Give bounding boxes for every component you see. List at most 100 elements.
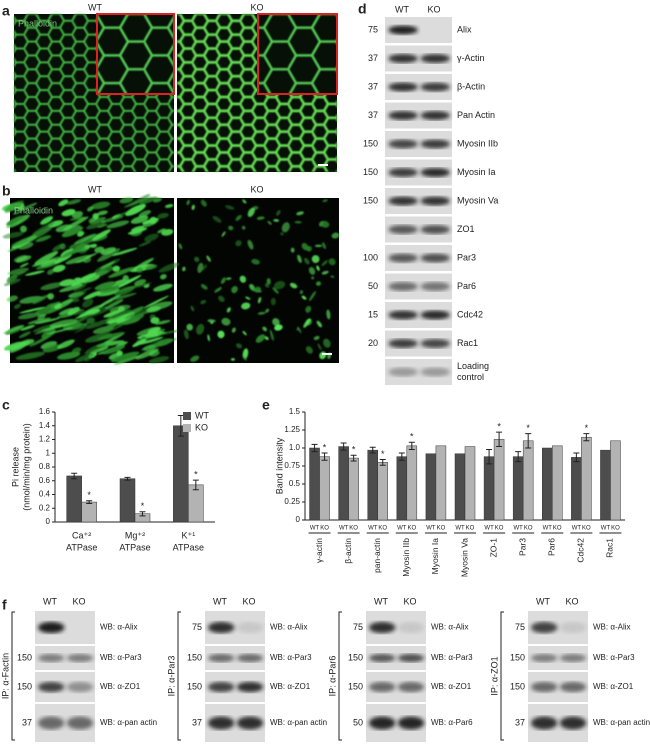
- fiber: [89, 306, 114, 318]
- blot-band: [369, 621, 396, 634]
- blot-band: [559, 681, 587, 693]
- fiber: [69, 216, 86, 221]
- ip-bracket: [500, 611, 504, 741]
- speck: [186, 199, 190, 206]
- fiber: [119, 197, 134, 204]
- speck: [316, 320, 323, 328]
- fiber: [47, 269, 55, 275]
- x-tick-label: Mg⁺²: [125, 530, 145, 540]
- speck: [280, 232, 284, 236]
- speck: [309, 290, 316, 302]
- group-label: KO: [349, 526, 358, 532]
- blot-band: [388, 282, 418, 291]
- fiber: [111, 351, 140, 363]
- blot-band: [397, 681, 425, 693]
- bar: [542, 447, 553, 521]
- fiber: [97, 248, 121, 262]
- blot-band: [420, 82, 450, 92]
- group-label: KO: [466, 526, 475, 532]
- speck: [276, 210, 281, 216]
- ip-bracket: [177, 611, 181, 741]
- fiber: [91, 201, 111, 210]
- fiber: [124, 282, 152, 290]
- x-tick-label: Myosin Ia: [430, 538, 440, 575]
- fiber: [108, 267, 135, 278]
- fiber: [99, 286, 121, 293]
- fiber: [71, 272, 97, 287]
- speck: [256, 216, 265, 220]
- fiber: [6, 295, 18, 302]
- x-tick-label: Cdc42: [576, 538, 586, 563]
- speck: [294, 221, 302, 224]
- wb-label: WB: α-Par3: [431, 653, 473, 662]
- blot-band: [397, 716, 425, 730]
- wb-label: WB: α-ZO1: [270, 682, 311, 691]
- panel-label: c: [2, 397, 10, 413]
- column-label: KO: [565, 596, 578, 606]
- error-bar: [379, 459, 386, 466]
- micrograph-texture: [1, 193, 180, 365]
- speck: [308, 267, 316, 275]
- speck: [197, 262, 204, 273]
- speck: [212, 215, 222, 223]
- bar: [581, 436, 592, 521]
- y-tick-label: 1.2: [39, 435, 51, 444]
- group-label: WT: [397, 526, 407, 532]
- speck: [190, 355, 200, 362]
- blot-band: [66, 716, 94, 730]
- mw-marker: 150: [363, 138, 378, 148]
- speck: [235, 343, 243, 349]
- blot-band: [208, 621, 235, 634]
- blot-band: [369, 716, 396, 730]
- ip-label: IP: α-Factin: [0, 653, 10, 699]
- fiber: [3, 278, 21, 286]
- fiber: [155, 338, 173, 347]
- fiber: [6, 215, 24, 226]
- speck: [231, 327, 236, 333]
- group-label: WT: [572, 526, 582, 532]
- fiber: [55, 299, 74, 310]
- blot-band: [420, 282, 450, 291]
- fiber: [32, 222, 55, 236]
- fiber: [149, 216, 157, 224]
- speck: [239, 275, 247, 283]
- mw-marker: 37: [368, 81, 378, 91]
- fiber: [34, 317, 60, 325]
- group-label: WT: [514, 526, 524, 532]
- fiber: [40, 216, 53, 225]
- mw-marker: 37: [368, 110, 378, 120]
- fiber: [32, 296, 48, 305]
- speck: [311, 255, 320, 263]
- mw-marker: 75: [368, 24, 378, 34]
- blot-band: [208, 653, 235, 663]
- speck: [314, 244, 323, 248]
- speck: [202, 264, 208, 271]
- y-tick-label: 0.25: [284, 497, 300, 506]
- fiber: [104, 299, 124, 310]
- mw-marker: 100: [363, 252, 378, 262]
- significance-mark: *: [497, 422, 501, 432]
- x-tick-label: Rac1: [605, 538, 615, 558]
- wb-label: WB: α-pan actin: [100, 718, 157, 727]
- fiber: [86, 221, 106, 230]
- protein-label: Cdc42: [457, 309, 483, 319]
- bar: [454, 453, 466, 521]
- fiber: [138, 241, 151, 247]
- bar: [396, 456, 408, 521]
- group-label: KO: [611, 526, 620, 532]
- speck: [221, 317, 231, 326]
- bar: [600, 449, 611, 521]
- fiber: [75, 311, 92, 319]
- bar: [464, 446, 476, 521]
- legend-label: KO: [195, 422, 208, 432]
- bar: [522, 440, 534, 521]
- ip-label: IP: α-Par3: [166, 656, 176, 697]
- mw-marker: 150: [187, 681, 202, 691]
- blot-band: [420, 139, 450, 149]
- fiber: [27, 317, 51, 325]
- fiber: [74, 321, 98, 334]
- fiber: [58, 199, 69, 207]
- mw-marker: 150: [17, 652, 32, 662]
- bar: [173, 425, 189, 523]
- protein-label: Pan Actin: [457, 110, 495, 120]
